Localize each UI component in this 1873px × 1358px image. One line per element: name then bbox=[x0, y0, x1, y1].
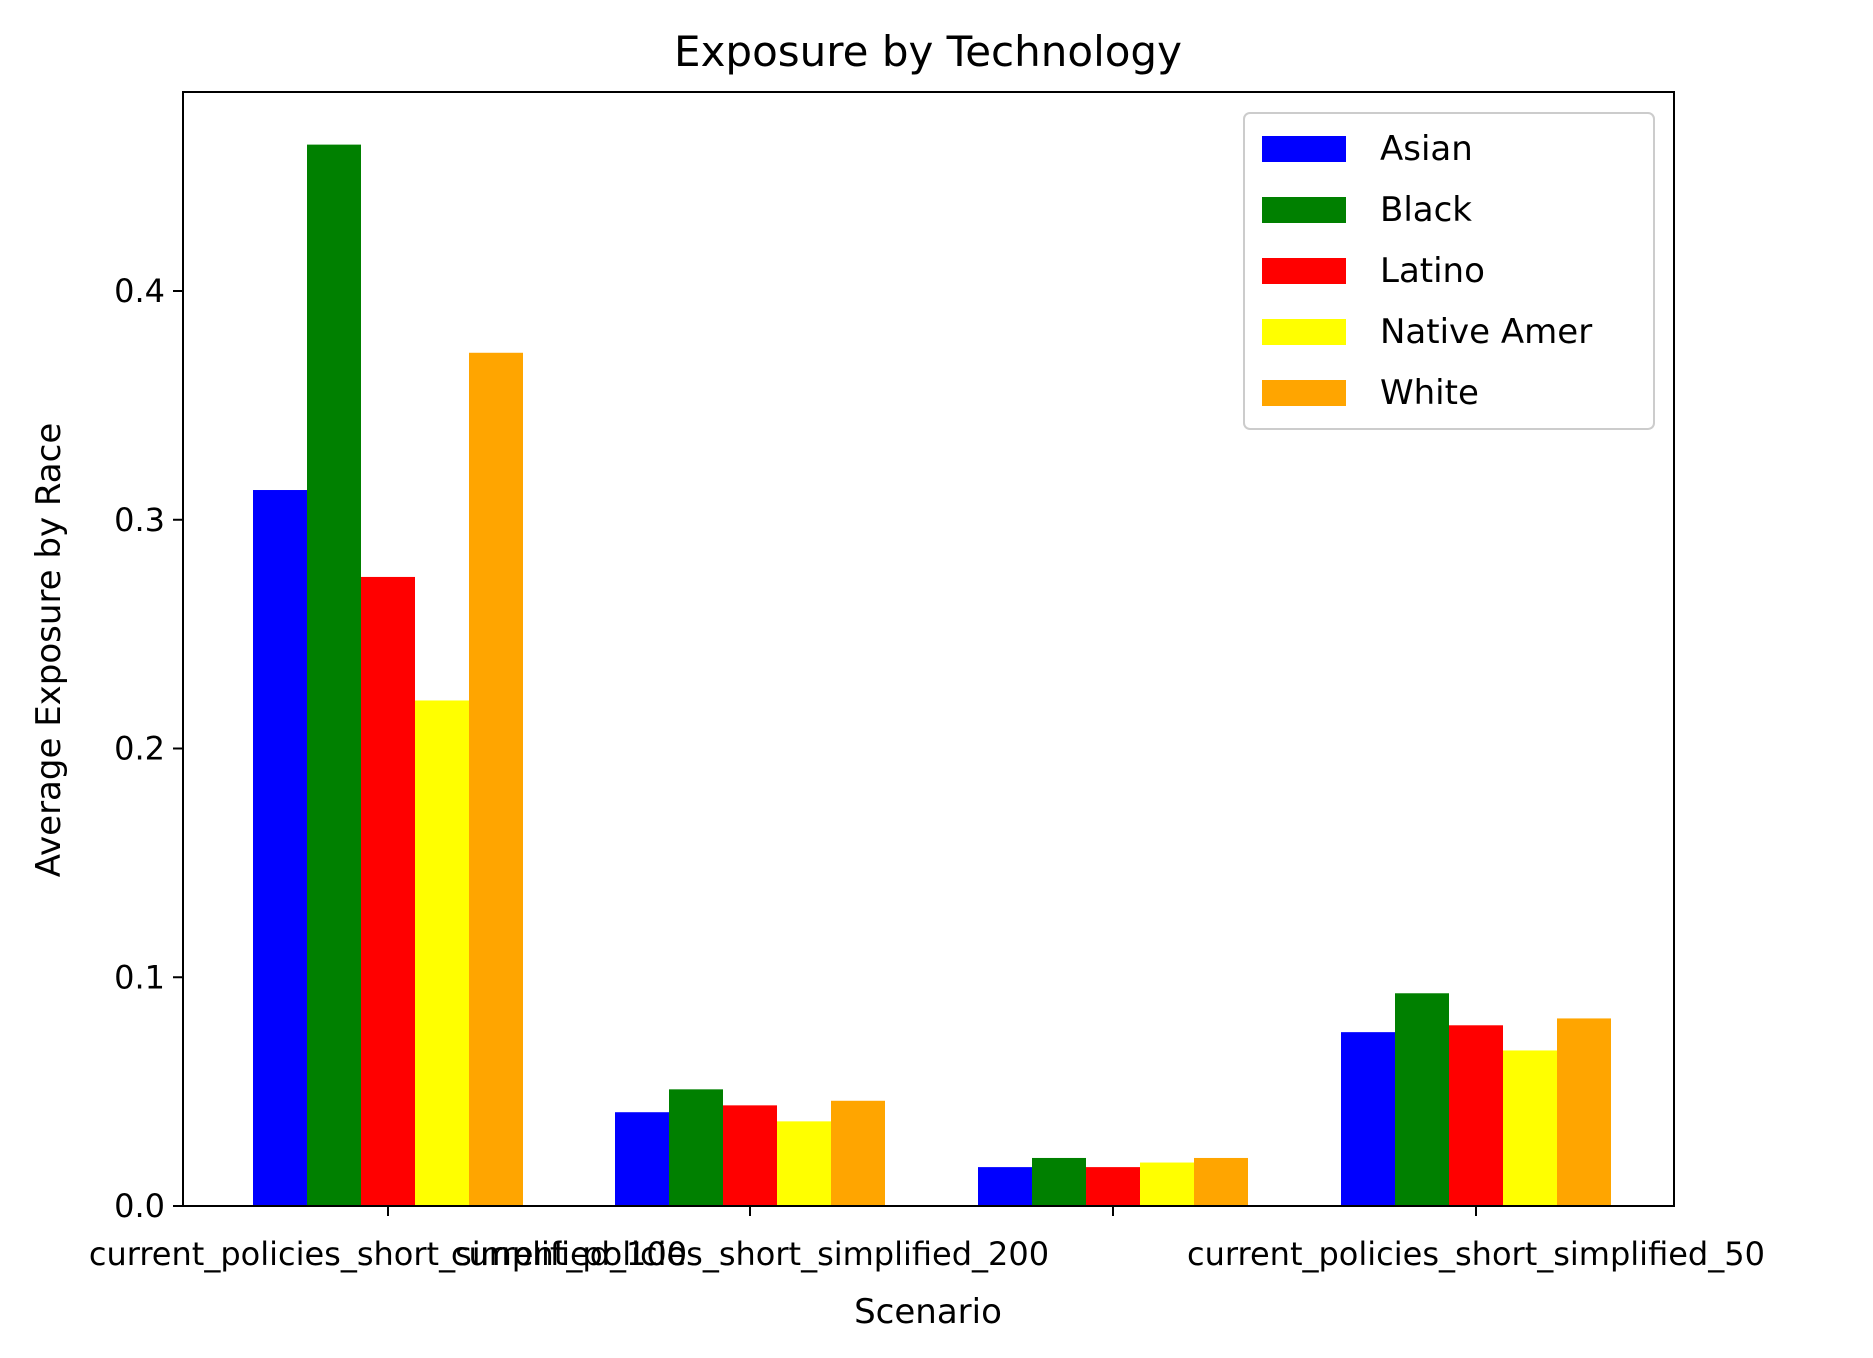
legend-label: White bbox=[1380, 373, 1479, 413]
legend-label: Asian bbox=[1380, 129, 1473, 169]
chart-title: Exposure by Technology bbox=[674, 27, 1182, 76]
bar-asian-1 bbox=[253, 490, 307, 1207]
x-tick-label: current_policies_short_simplified_100 bbox=[89, 1235, 687, 1273]
bar-black-4 bbox=[1395, 993, 1449, 1206]
legend-swatch bbox=[1262, 319, 1346, 345]
legend-label: Native Amer bbox=[1380, 312, 1592, 352]
x-axis-label: Scenario bbox=[854, 1292, 1002, 1332]
legend-frame bbox=[1243, 112, 1655, 430]
y-axis: 0.0 0.1 0.2 0.3 0.4 bbox=[114, 272, 183, 1225]
plot-frame bbox=[182, 91, 1675, 1207]
bar-latino-3 bbox=[1086, 1167, 1140, 1206]
bars-group bbox=[253, 144, 1611, 1207]
bar-white-1 bbox=[469, 352, 523, 1206]
bar-native-amer-4 bbox=[1503, 1050, 1557, 1206]
bar-black-3 bbox=[1032, 1157, 1086, 1206]
bar-latino-2 bbox=[723, 1105, 777, 1206]
y-tick-label: 0.3 bbox=[114, 501, 165, 539]
bar-black-2 bbox=[669, 1089, 723, 1206]
legend-swatch bbox=[1262, 136, 1346, 162]
bar-native-amer-3 bbox=[1140, 1162, 1194, 1206]
bar-latino-4 bbox=[1449, 1025, 1503, 1206]
legend-swatch bbox=[1262, 197, 1346, 223]
y-tick-label: 0.1 bbox=[114, 958, 165, 996]
bar-native-amer-2 bbox=[777, 1121, 831, 1206]
legend: Asian Black Latino Native Amer White bbox=[1243, 112, 1655, 430]
bar-white-3 bbox=[1194, 1157, 1248, 1206]
legend-swatch bbox=[1262, 380, 1346, 406]
bar-black-1 bbox=[307, 144, 361, 1206]
bar-native-amer-1 bbox=[415, 700, 469, 1206]
legend-swatch bbox=[1262, 258, 1346, 284]
y-axis-label: Average Exposure by Race bbox=[29, 423, 69, 877]
y-tick-label: 0.2 bbox=[114, 730, 165, 768]
y-tick-label: 0.0 bbox=[114, 1187, 165, 1225]
legend-label: Black bbox=[1380, 190, 1472, 230]
bar-asian-2 bbox=[615, 1112, 669, 1206]
legend-label: Latino bbox=[1380, 251, 1485, 291]
y-tick-label: 0.4 bbox=[114, 272, 165, 310]
bar-asian-3 bbox=[978, 1167, 1032, 1206]
bar-asian-4 bbox=[1341, 1032, 1395, 1206]
bar-white-4 bbox=[1557, 1018, 1611, 1206]
bar-latino-1 bbox=[361, 576, 415, 1206]
x-tick-label: current_policies_short_simplified_50 bbox=[1187, 1235, 1765, 1273]
bar-white-2 bbox=[831, 1100, 885, 1206]
x-axis: current_policies_short_simplified_100cur… bbox=[89, 1206, 1765, 1273]
x-tick-label: current_policies_short_simplified_200 bbox=[451, 1235, 1049, 1273]
